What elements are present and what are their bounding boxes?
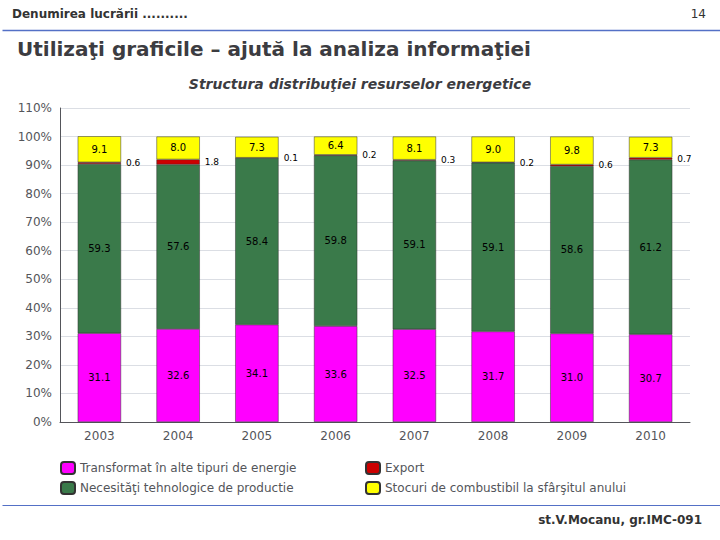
svg-text:10%: 10%: [25, 386, 52, 400]
svg-text:59.1: 59.1: [403, 239, 425, 250]
svg-text:9.0: 9.0: [485, 144, 501, 155]
svg-text:8.1: 8.1: [406, 143, 422, 154]
svg-text:2005: 2005: [242, 429, 273, 443]
svg-text:2007: 2007: [399, 429, 430, 443]
svg-text:1.8: 1.8: [205, 157, 220, 167]
svg-text:60%: 60%: [25, 244, 52, 258]
svg-text:61.2: 61.2: [639, 242, 661, 253]
svg-text:20%: 20%: [25, 358, 52, 372]
svg-text:0.1: 0.1: [284, 153, 298, 163]
svg-text:6.4: 6.4: [328, 140, 344, 151]
svg-text:50%: 50%: [25, 272, 52, 286]
svg-text:0.6: 0.6: [126, 158, 141, 168]
svg-text:57.6: 57.6: [167, 241, 189, 252]
svg-text:0%: 0%: [33, 415, 52, 429]
svg-text:2010: 2010: [635, 429, 666, 443]
svg-text:2003: 2003: [84, 429, 115, 443]
svg-text:14: 14: [691, 7, 706, 21]
svg-text:100%: 100%: [18, 130, 52, 144]
svg-text:Transformat în alte tipuri de: Transformat în alte tipuri de energie: [79, 461, 297, 475]
svg-text:9.1: 9.1: [91, 144, 107, 155]
svg-text:Stocuri de combustibil la sfâr: Stocuri de combustibil la sfârşitul anul…: [385, 481, 626, 495]
svg-text:0.6: 0.6: [599, 160, 614, 170]
svg-text:59.1: 59.1: [482, 242, 504, 253]
svg-text:2009: 2009: [557, 429, 588, 443]
svg-text:32.6: 32.6: [167, 370, 189, 381]
svg-text:Denumirea lucrării ..........: Denumirea lucrării ..........: [12, 7, 188, 21]
svg-text:58.4: 58.4: [246, 236, 268, 247]
svg-text:Necesităţi tehnologice de prod: Necesităţi tehnologice de productie: [80, 481, 294, 495]
svg-text:Utilizaţi graficile – ajută la: Utilizaţi graficile – ajută la analiza i…: [17, 37, 531, 61]
svg-text:30.7: 30.7: [639, 373, 661, 384]
svg-text:31.0: 31.0: [561, 372, 583, 383]
svg-text:31.7: 31.7: [482, 371, 504, 382]
svg-text:40%: 40%: [25, 301, 52, 315]
svg-text:58.6: 58.6: [561, 244, 583, 255]
svg-text:31.1: 31.1: [88, 372, 110, 383]
svg-text:0.7: 0.7: [677, 154, 691, 164]
svg-text:7.3: 7.3: [249, 142, 265, 153]
svg-text:110%: 110%: [18, 101, 52, 115]
svg-text:2004: 2004: [163, 429, 194, 443]
svg-text:Structura distribuţiei resurse: Structura distribuţiei resurselor energe…: [189, 76, 531, 92]
svg-text:30%: 30%: [25, 329, 52, 343]
svg-text:59.3: 59.3: [88, 243, 110, 254]
svg-text:33.6: 33.6: [324, 369, 346, 380]
svg-text:32.5: 32.5: [403, 370, 425, 381]
svg-text:80%: 80%: [25, 187, 52, 201]
svg-text:0.2: 0.2: [520, 158, 534, 168]
svg-text:7.3: 7.3: [643, 142, 659, 153]
svg-text:59.8: 59.8: [324, 235, 346, 246]
svg-text:9.8: 9.8: [564, 145, 580, 156]
svg-text:70%: 70%: [25, 215, 52, 229]
svg-text:0.3: 0.3: [441, 155, 455, 165]
svg-text:90%: 90%: [25, 158, 52, 172]
svg-text:st.V.Mocanu, gr.IMC-091: st.V.Mocanu, gr.IMC-091: [538, 513, 702, 527]
svg-text:0.2: 0.2: [362, 150, 376, 160]
svg-text:2006: 2006: [320, 429, 351, 443]
svg-text:8.0: 8.0: [170, 142, 186, 153]
svg-text:2008: 2008: [478, 429, 509, 443]
svg-text:Export: Export: [385, 461, 425, 475]
svg-text:34.1: 34.1: [246, 368, 268, 379]
